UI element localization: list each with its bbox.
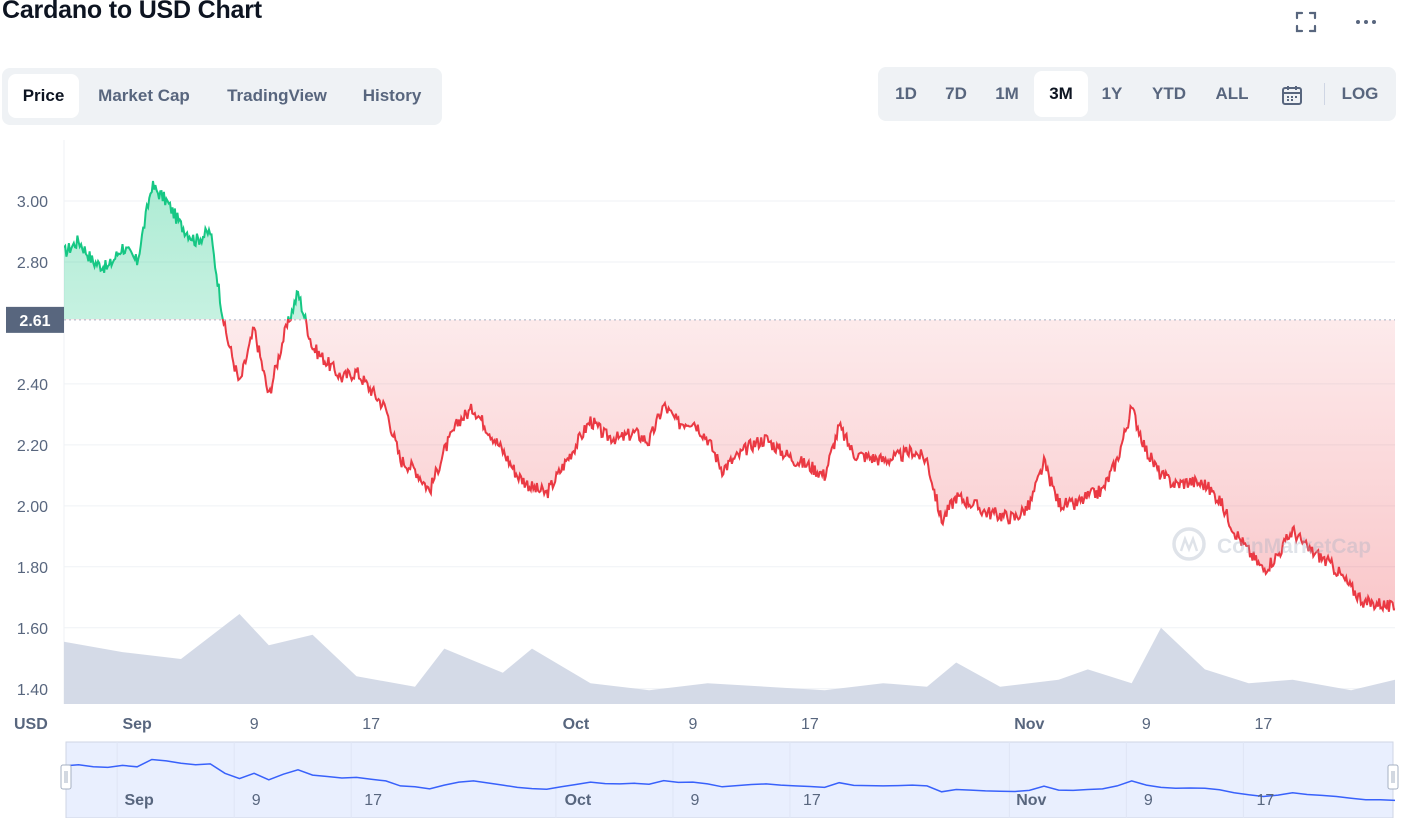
x-tick-label: 9	[688, 716, 697, 733]
fullscreen-icon[interactable]	[1294, 10, 1318, 34]
x-tick-label: 17	[1254, 716, 1272, 733]
navigator-left-handle[interactable]	[60, 764, 72, 790]
volume-area	[64, 614, 1395, 704]
navigator-tick-label: Oct	[565, 792, 592, 809]
price-line-down	[221, 319, 1396, 614]
tab-tradingview[interactable]: TradingView	[227, 86, 327, 105]
y-tick-label: 1.80	[17, 560, 48, 577]
volume-bars	[64, 614, 1395, 704]
x-tick-label: Oct	[563, 716, 590, 733]
y-tick-label: 1.40	[17, 682, 48, 699]
range-1m-button[interactable]: 1M	[995, 84, 1019, 103]
range-divider	[1324, 83, 1325, 105]
coinmarketcap-logo: CoinMarketCap	[1172, 527, 1371, 561]
reference-price-label: 2.61	[19, 313, 50, 330]
y-tick-label: 1.60	[17, 621, 48, 638]
x-tick-label: 9	[250, 716, 259, 733]
y-tick-label: 2.00	[17, 499, 48, 516]
range-1y-button[interactable]: 1Y	[1101, 84, 1123, 103]
y-tick-label: 2.20	[17, 438, 48, 455]
navigator-tick-label: 17	[803, 792, 821, 809]
x-tick-label: 9	[1142, 716, 1151, 733]
range-7d-button[interactable]: 7D	[945, 84, 967, 103]
price-area-down	[64, 319, 1395, 612]
range-ytd-button[interactable]: YTD	[1152, 84, 1186, 103]
range-1d-button[interactable]: 1D	[895, 84, 917, 103]
log-scale-button[interactable]: LOG	[1341, 84, 1379, 103]
navigator-tick-label: 9	[252, 792, 261, 809]
navigator[interactable]: Sep 9 17 Oct 9 17 Nov 9 17	[60, 741, 1399, 818]
page-title: Cardano to USD Chart	[2, 0, 262, 24]
x-tick-label: Nov	[1014, 716, 1044, 733]
x-axis-labels: Sep 9 17 Oct 9 17 Nov 9 17	[122, 716, 1272, 733]
tab-history[interactable]: History	[362, 86, 422, 105]
currency-label: USD	[14, 716, 48, 733]
navigator-tick-label: Sep	[124, 792, 154, 809]
y-tick-label: 2.80	[17, 255, 48, 272]
navigator-right-handle[interactable]	[1387, 764, 1399, 790]
y-tick-label: 2.40	[17, 377, 48, 394]
navigator-tick-label: 9	[1144, 792, 1153, 809]
price-area-up	[64, 181, 306, 319]
reference-price-badge: 2.61	[6, 306, 64, 333]
tab-market-cap[interactable]: Market Cap	[98, 86, 190, 105]
navigator-tick-label: 17	[364, 792, 382, 809]
navigator-tick-label: Nov	[1016, 792, 1046, 809]
x-tick-label: 17	[801, 716, 819, 733]
tab-price[interactable]: Price	[8, 74, 79, 118]
range-all-button[interactable]: ALL	[1215, 84, 1249, 103]
range-3m-button[interactable]: 3M	[1034, 71, 1088, 117]
navigator-tick-label: 9	[690, 792, 699, 809]
watermark-text: CoinMarketCap	[1217, 535, 1371, 558]
calendar-icon[interactable]	[1270, 71, 1314, 117]
navigator-tick-label: 17	[1256, 792, 1274, 809]
y-axis-labels: 3.00 2.80 2.40 2.20 2.00 1.80 1.60 1.40	[17, 194, 48, 699]
x-tick-label: 17	[362, 716, 380, 733]
y-tick-label: 3.00	[17, 194, 48, 211]
more-icon[interactable]	[1354, 10, 1378, 34]
time-range-selector: 1D 7D 1M 3M 1Y YTD ALL LOG	[878, 67, 1396, 121]
chart-type-tabs: Price Market Cap TradingView History	[2, 68, 442, 125]
navigator-line	[63, 758, 1396, 802]
x-tick-label: Sep	[122, 716, 152, 733]
